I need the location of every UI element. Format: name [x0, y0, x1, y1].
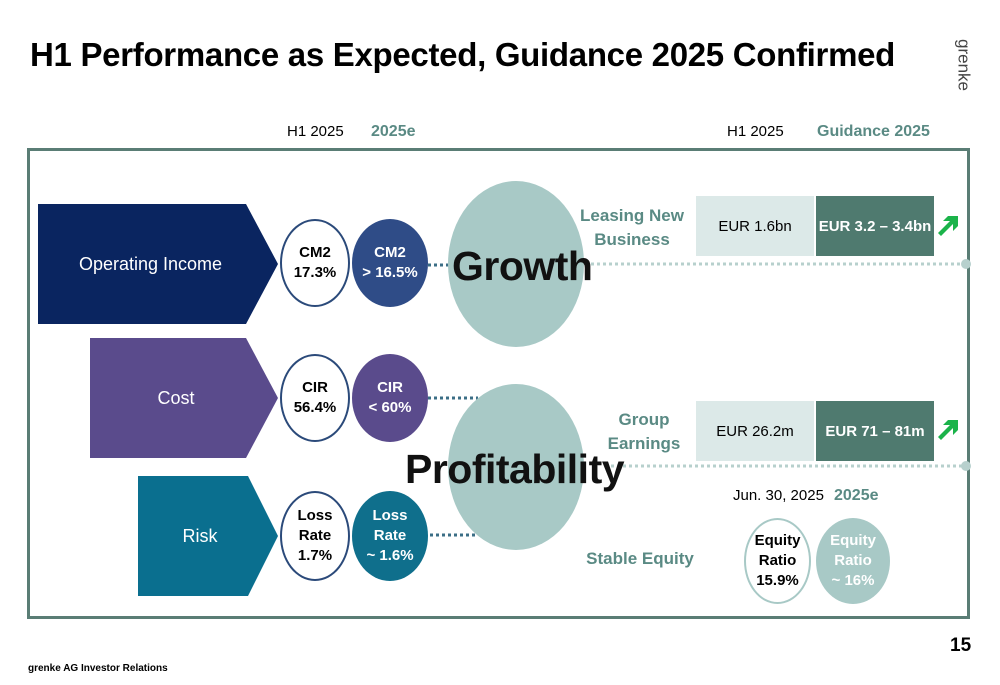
cir-actual-name: CIR: [302, 379, 328, 396]
risk-label: Risk: [182, 525, 218, 546]
stable-equity-label: Stable Equity: [586, 549, 694, 568]
cost-label: Cost: [157, 387, 195, 408]
loss-rate-expected-line1: Loss: [372, 507, 408, 524]
footer-text: grenke AG Investor Relations: [28, 663, 168, 674]
leasing-label-line2: Business: [594, 230, 670, 249]
grenke-logo: grenke: [955, 39, 974, 91]
header-h1-left: H1 2025: [287, 123, 344, 140]
loss-rate-actual-circle: Loss Rate 1.7%: [280, 491, 350, 581]
page-number: 15: [950, 635, 972, 656]
profitability-circle: [448, 384, 584, 550]
header-2025e-left: 2025e: [371, 123, 416, 140]
logo-text: grenke: [955, 39, 974, 91]
connector-end-dot: [961, 259, 971, 269]
operating-income-label: Operating Income: [78, 253, 223, 274]
leasing-actual-box: EUR 1.6bn: [696, 196, 814, 256]
growth-circle: [448, 181, 584, 347]
cir-expected-value: < 60%: [368, 399, 412, 416]
group-earnings-label: Group Earnings: [594, 408, 694, 456]
trend-up-icon: [938, 420, 958, 440]
equity-expected-line1: Equity: [830, 532, 876, 549]
operating-income-arrow: [38, 204, 278, 324]
cir-expected-name: CIR: [377, 379, 403, 396]
earnings-label-line1: Group: [618, 410, 670, 429]
cm2-actual-value: 17.3%: [293, 264, 337, 281]
connector-end-dot: [961, 461, 971, 471]
profitability-label: Profitability: [405, 446, 625, 492]
cm2-expected-circle: CM2 > 16.5%: [352, 219, 428, 307]
risk-arrow: [138, 476, 278, 596]
loss-rate-expected-value: ~ 1.6%: [366, 547, 414, 564]
equity-2025e-header: 2025e: [834, 487, 879, 504]
cm2-actual-circle: CM2 17.3%: [280, 219, 350, 307]
loss-rate-expected-line2: Rate: [373, 527, 407, 544]
cm2-expected-value: > 16.5%: [362, 264, 418, 281]
cm2-actual-name: CM2: [299, 244, 331, 261]
header-h1-right: H1 2025: [727, 123, 784, 140]
equity-actual-value: 15.9%: [756, 572, 799, 589]
loss-rate-actual-value: 1.7%: [297, 547, 333, 564]
equity-expected-line2: Ratio: [834, 552, 872, 569]
leasing-guidance-box: EUR 3.2 – 3.4bn: [816, 196, 934, 256]
equity-actual-circle: Equity Ratio 15.9%: [744, 518, 811, 604]
page-title: H1 Performance as Expected, Guidance 202…: [30, 36, 896, 73]
equity-actual-line2: Ratio: [758, 552, 797, 569]
equity-actual-line1: Equity: [754, 532, 801, 549]
loss-rate-expected-circle: Loss Rate ~ 1.6%: [352, 491, 428, 581]
earnings-guidance-box: EUR 71 – 81m: [816, 401, 934, 461]
loss-rate-actual-line1: Loss: [297, 507, 333, 524]
content-frame: [27, 148, 970, 619]
loss-rate-actual-line2: Rate: [298, 527, 332, 544]
header-guidance: Guidance 2025: [817, 123, 930, 140]
cost-arrow: [90, 338, 278, 458]
cir-actual-value: 56.4%: [293, 399, 337, 416]
cir-expected-circle: CIR < 60%: [352, 354, 428, 442]
equity-date-header: Jun. 30, 2025: [733, 487, 824, 504]
cir-actual-circle: CIR 56.4%: [280, 354, 350, 442]
earnings-label-line2: Earnings: [607, 434, 681, 453]
earnings-actual-box: EUR 26.2m: [696, 401, 814, 461]
equity-expected-value: ~ 16%: [831, 572, 875, 589]
leasing-label-line1: Leasing New: [580, 206, 684, 225]
growth-label: Growth: [452, 243, 593, 289]
cm2-expected-name: CM2: [374, 244, 406, 261]
leasing-new-business-label: Leasing New Business: [574, 204, 690, 252]
trend-up-icon: [938, 216, 958, 236]
equity-expected-circle: Equity Ratio ~ 16%: [816, 518, 890, 604]
